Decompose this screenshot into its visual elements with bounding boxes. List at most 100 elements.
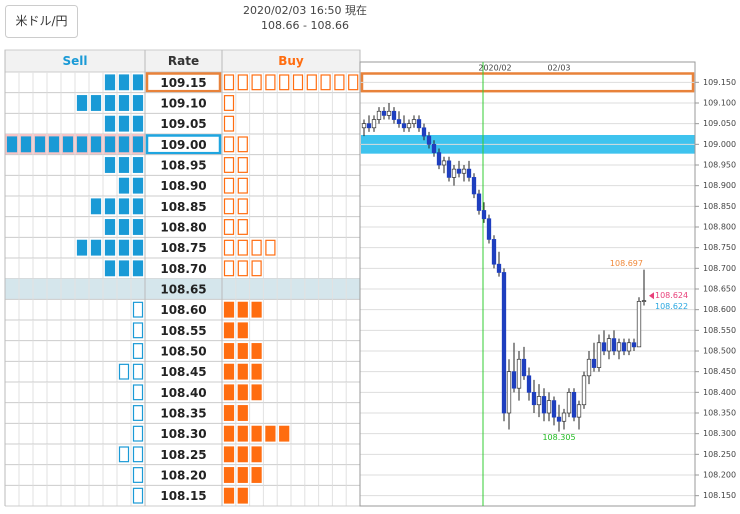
candle-body <box>616 342 622 352</box>
candle-body <box>391 110 397 120</box>
buy-block <box>265 74 276 91</box>
column-header: Sell <box>62 54 87 68</box>
buy-block <box>237 343 248 359</box>
sell-block <box>132 219 144 235</box>
sell-block <box>132 74 144 91</box>
chart-border <box>359 61 696 507</box>
sell-block <box>104 136 116 153</box>
sell-block <box>132 301 144 318</box>
y-tick-label: 108.450 <box>703 367 736 376</box>
candle-body <box>466 168 472 178</box>
buy-block <box>237 301 248 318</box>
candle-body <box>411 119 417 125</box>
candle-body <box>541 396 547 414</box>
order-table: Sell Rate Buy 109.15 109.10 109.05 109.00 108.9… <box>4 49 361 507</box>
buy-block <box>223 425 235 442</box>
y-tick-label: 109.100 <box>703 99 736 108</box>
candle-body <box>621 342 627 352</box>
candle-body <box>506 371 512 414</box>
candle-body <box>496 263 502 273</box>
candle-body <box>451 168 457 178</box>
sell-block <box>48 136 60 153</box>
sell-block <box>104 219 116 235</box>
candle-body <box>371 119 377 129</box>
buy-block <box>251 74 262 91</box>
sell-block <box>132 177 144 194</box>
sell-block <box>34 136 46 153</box>
buy-block <box>223 446 235 463</box>
sell-block <box>132 115 144 132</box>
sell-block <box>132 239 144 256</box>
sell-block <box>76 136 88 153</box>
buy-block <box>251 446 262 463</box>
rate: 108.35 <box>160 407 206 421</box>
sell-block <box>104 198 116 215</box>
y-tick-label: 108.500 <box>703 347 736 356</box>
sell-block <box>132 446 144 463</box>
buy-block <box>223 363 235 380</box>
sell-block <box>6 136 18 153</box>
y-tick-label: 108.550 <box>703 326 736 335</box>
buy-block <box>237 219 248 235</box>
sell-block <box>118 219 130 235</box>
candle-body <box>461 168 467 174</box>
sell-block <box>104 157 116 173</box>
candle-body <box>631 342 637 348</box>
buy-block <box>237 487 248 504</box>
y-tick-label: 108.250 <box>703 450 736 459</box>
rate: 109.10 <box>160 97 206 111</box>
candle-body <box>641 300 647 302</box>
buy-block <box>237 260 248 277</box>
sell-block <box>132 95 144 111</box>
buy-block <box>223 467 235 483</box>
y-tick-label: 108.700 <box>703 264 736 273</box>
buy-block <box>223 301 235 318</box>
sell-block <box>118 260 130 277</box>
buy-block <box>223 198 235 215</box>
sell-block <box>118 74 130 91</box>
sell-block <box>118 115 130 132</box>
buy-block <box>223 260 235 277</box>
candle-body <box>486 218 492 240</box>
candle-body <box>591 358 597 368</box>
buy-block <box>223 239 235 256</box>
candle-body <box>626 342 632 352</box>
sell-block <box>90 95 102 111</box>
y-tick-label: 108.850 <box>703 202 736 211</box>
candle-body <box>401 123 407 129</box>
buy-block <box>237 74 248 91</box>
candle-body <box>636 301 642 348</box>
candle-body <box>601 342 607 352</box>
sell-block <box>132 487 144 504</box>
buy-block <box>237 322 248 339</box>
y-tick-label: 108.650 <box>703 285 736 294</box>
sell-block <box>118 95 130 111</box>
sell-block <box>104 115 116 132</box>
sell-block <box>90 239 102 256</box>
pair-button[interactable] <box>5 5 78 38</box>
candle-body <box>386 110 392 116</box>
buy-block <box>223 405 235 421</box>
buy-block <box>237 363 248 380</box>
buy-block <box>223 322 235 339</box>
price-range: 108.66 - 108.66 <box>261 19 349 32</box>
sell-block <box>20 136 32 153</box>
buy-block <box>223 177 235 194</box>
rate: 109.00 <box>160 138 206 152</box>
candle-body <box>566 391 572 414</box>
candle-body <box>531 391 537 406</box>
sell-block <box>118 446 130 463</box>
current-row-bg <box>5 278 360 300</box>
rate: 108.60 <box>160 303 206 317</box>
sell-block <box>104 239 116 256</box>
rate: 108.30 <box>160 427 206 441</box>
rate: 108.15 <box>160 489 206 503</box>
column-header: Buy <box>278 54 304 68</box>
buy-block <box>237 467 248 483</box>
buy-block <box>265 239 276 256</box>
buy-block <box>237 425 248 442</box>
rate: 108.25 <box>160 448 206 462</box>
rate: 108.45 <box>160 365 206 379</box>
pair-button-label[interactable]: 米ドル/円 <box>15 14 67 28</box>
price-pointer <box>649 292 654 300</box>
